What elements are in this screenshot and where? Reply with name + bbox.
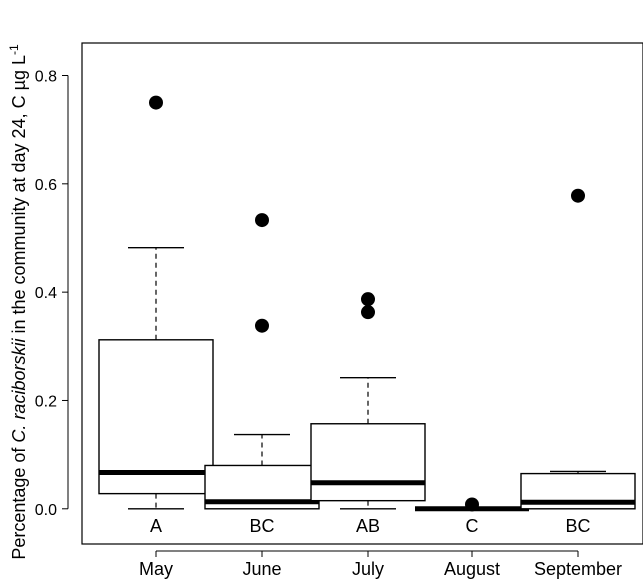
box-september: BC — [520, 188, 636, 536]
outlier-point — [465, 497, 479, 512]
y-tick-label: 0.6 — [35, 177, 57, 194]
y-axis-label-superscript: -1 — [7, 44, 21, 55]
y-axis-label: Percentage of C. raciborskii in the comm… — [7, 44, 29, 560]
box-june: BC — [204, 213, 320, 536]
y-axis-label-prefix: Percentage of — [9, 443, 29, 560]
x-tick-label: May — [139, 559, 173, 579]
group-label: AB — [356, 516, 380, 536]
y-tick-label: 0.4 — [35, 285, 57, 302]
box-rect — [310, 423, 426, 502]
x-tick-label: July — [352, 559, 384, 579]
x-tick-label: August — [444, 559, 500, 579]
outlier-point — [361, 305, 375, 320]
outlier-point — [149, 95, 163, 110]
box-may: A — [98, 95, 214, 536]
outlier-point — [255, 318, 269, 333]
x-tick-label: September — [534, 559, 622, 579]
boxes: A BC AB C BC — [98, 95, 636, 536]
group-label: BC — [249, 516, 274, 536]
box-rect — [98, 339, 214, 495]
group-label: BC — [565, 516, 590, 536]
y-axis: 0.0 0.2 0.4 0.6 0.8 — [35, 68, 69, 519]
y-axis-label-suffix: in the community at day 24, C µg L — [9, 55, 29, 339]
plot-frame — [81, 42, 643, 545]
outlier-point — [361, 292, 375, 307]
y-tick-label: 0.2 — [35, 393, 57, 410]
y-tick-label: 0.0 — [35, 502, 57, 519]
group-label: C — [466, 516, 479, 536]
outlier-point — [255, 213, 269, 228]
group-label: A — [150, 516, 162, 536]
box-august: C — [415, 497, 529, 536]
y-tick-label: 0.8 — [35, 68, 57, 85]
x-axis: May June July August September — [139, 550, 622, 579]
box-july: AB — [310, 292, 426, 536]
x-tick-label: June — [242, 559, 281, 579]
outlier-point — [571, 188, 585, 203]
y-axis-label-species: C. raciborskii — [9, 338, 29, 443]
